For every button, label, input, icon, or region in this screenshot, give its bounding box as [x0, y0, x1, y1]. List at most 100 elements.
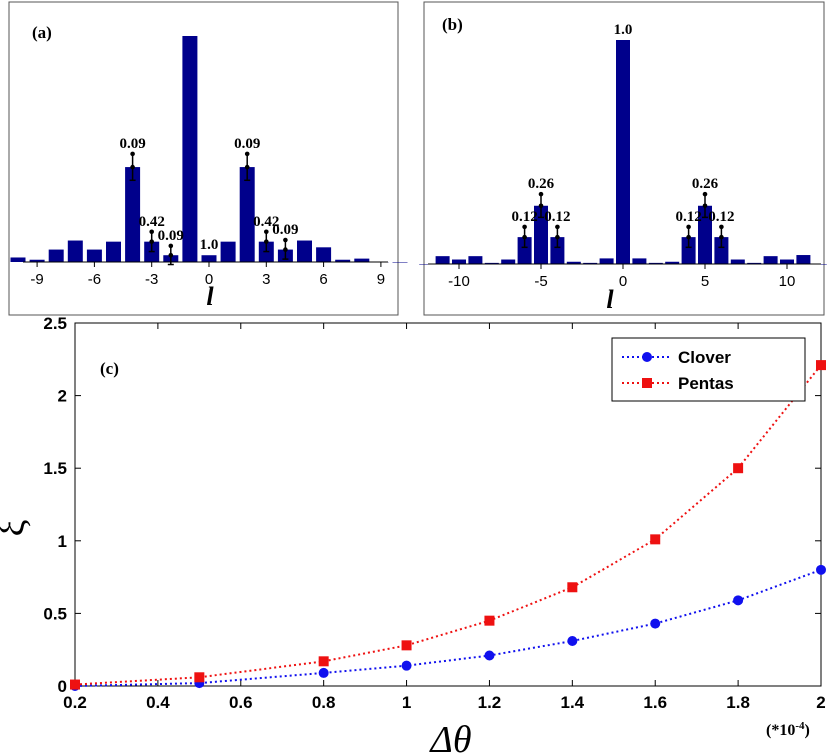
bar-l--11 — [435, 256, 450, 264]
bar-l--6 — [517, 237, 532, 264]
x-tick-label: 0.4 — [146, 693, 170, 712]
error-bar-center-l-5 — [702, 203, 708, 209]
x-tick-label: 3 — [262, 271, 270, 288]
data-label-l-3: 0.42 — [253, 214, 279, 230]
x-tick-label: 0.6 — [229, 693, 253, 712]
bar-l-8 — [747, 262, 762, 264]
x-tick-label: 5 — [701, 273, 709, 290]
point-pentas — [70, 679, 80, 690]
bar-l-11 — [796, 255, 811, 264]
point-pentas — [816, 360, 826, 371]
data-label-l-6: 0.12 — [708, 209, 734, 225]
y-tick-label: 2.5 — [43, 314, 67, 333]
panel-c-label: (c) — [100, 359, 119, 378]
x-tick-label: -6 — [88, 271, 101, 288]
error-bar-center-l-4 — [283, 247, 288, 252]
error-bar-center-l--5 — [538, 203, 544, 209]
bar-l--5 — [534, 205, 548, 264]
data-label-l-4: 0.09 — [272, 222, 298, 238]
y-tick-label: 1.5 — [43, 459, 67, 478]
error-bar-cap-top-l--5 — [538, 191, 544, 197]
data-label-l-0: 1.0 — [614, 22, 633, 38]
data-label-l--3: 0.42 — [139, 214, 165, 230]
bar-l-5 — [698, 205, 712, 264]
x-tick-label: -5 — [534, 273, 547, 290]
x-tick-label: 1.6 — [643, 693, 667, 712]
error-bar-cap-top-l-4 — [686, 224, 691, 230]
legend-pentas-label: Pentas — [678, 374, 734, 393]
point-clover — [567, 635, 578, 646]
bar-l--9 — [468, 256, 483, 264]
data-label-l--4: 0.12 — [544, 209, 570, 225]
bar-l--4 — [550, 237, 565, 264]
bar-l-6 — [714, 237, 729, 264]
x-tick-label: -3 — [145, 271, 158, 288]
error-bar-center-l-2 — [244, 164, 250, 170]
x-tick-label: 0.8 — [312, 693, 336, 712]
point-pentas — [567, 582, 578, 593]
error-bar-center-l--6 — [522, 234, 527, 240]
panel-b-label: (b) — [442, 15, 463, 34]
panel-a-x-axis-label: l — [206, 282, 214, 311]
data-label-l-4: 0.12 — [675, 209, 701, 225]
error-bar-cap-top-l--3 — [149, 229, 154, 235]
bar-l--8 — [484, 262, 499, 264]
x-tick-label: 1.4 — [561, 693, 585, 712]
x-tick-label: 0 — [205, 271, 213, 288]
error-bar-center-l-6 — [719, 234, 724, 240]
bar-l-1 — [632, 258, 647, 264]
panel-a-label: (a) — [32, 23, 52, 42]
legend-pentas-marker — [642, 378, 652, 388]
error-bar-cap-top-l-3 — [264, 229, 269, 235]
point-pentas — [733, 463, 744, 474]
bar-l-9 — [763, 256, 778, 264]
bar-l-5 — [297, 240, 312, 262]
point-pentas — [318, 656, 329, 667]
error-bar-center-l-4 — [686, 234, 691, 240]
x-tick-label: 9 — [377, 271, 385, 288]
data-label-l--4: 0.09 — [119, 136, 145, 152]
point-pentas — [194, 672, 205, 683]
error-bar-cap-top-l-5 — [702, 191, 708, 197]
panel-c-y-axis-label: ξ — [0, 519, 33, 536]
bar-l-8 — [354, 258, 370, 262]
bar-l-10 — [780, 259, 794, 264]
error-bar-center-l--3 — [149, 239, 154, 244]
bar-l--9 — [29, 259, 45, 262]
y-tick-label: 1 — [58, 532, 67, 551]
bar-l--1 — [599, 258, 614, 264]
x-tick-label: -10 — [448, 273, 470, 290]
panel-a-frame — [8, 1, 399, 316]
point-clover — [733, 595, 744, 606]
bar-l-7 — [730, 259, 745, 264]
point-clover — [816, 564, 826, 575]
bar-l--8 — [48, 249, 64, 262]
data-label-l--2: 0.09 — [158, 228, 184, 244]
error-bar-cap-top-l--4 — [130, 151, 135, 157]
x-tick-label: 10 — [779, 273, 796, 290]
panel-c-legend: Clover Pentas — [611, 337, 806, 402]
bar-l-7 — [335, 259, 351, 262]
x-tick-label: 1.2 — [478, 693, 502, 712]
y-tick-label: 0.5 — [43, 604, 67, 623]
legend-clover-marker — [642, 352, 652, 362]
point-pentas — [484, 615, 495, 626]
bar-l--7 — [501, 259, 516, 264]
point-clover — [318, 667, 329, 678]
panel-a: (a) 1.00.42 0.420.090.090.090.09 -9 -6 -3 0 3… — [8, 1, 408, 316]
error-bar-center-l--2 — [168, 252, 174, 258]
x-tick-label: 0.2 — [63, 693, 87, 712]
bar-l-10 — [392, 262, 408, 263]
bar-l--5 — [106, 241, 121, 262]
data-label-l-0: 1.0 — [200, 237, 219, 253]
panel-b: (b) 1.0 0.26 0.26 0.12 0.12 0.12 0.12 -10 -5 0 5 1… — [419, 1, 827, 316]
error-bar-cap-top-l--2 — [168, 243, 174, 249]
bar-l--10 — [10, 257, 26, 262]
data-label-l-2: 0.09 — [234, 136, 260, 152]
bar-l--12 — [419, 264, 434, 265]
y-tick-label: 0 — [58, 677, 67, 696]
error-bar-cap-top-l-2 — [244, 151, 250, 157]
x-tick-label: 1.8 — [726, 693, 750, 712]
bar-l-2 — [648, 262, 663, 264]
